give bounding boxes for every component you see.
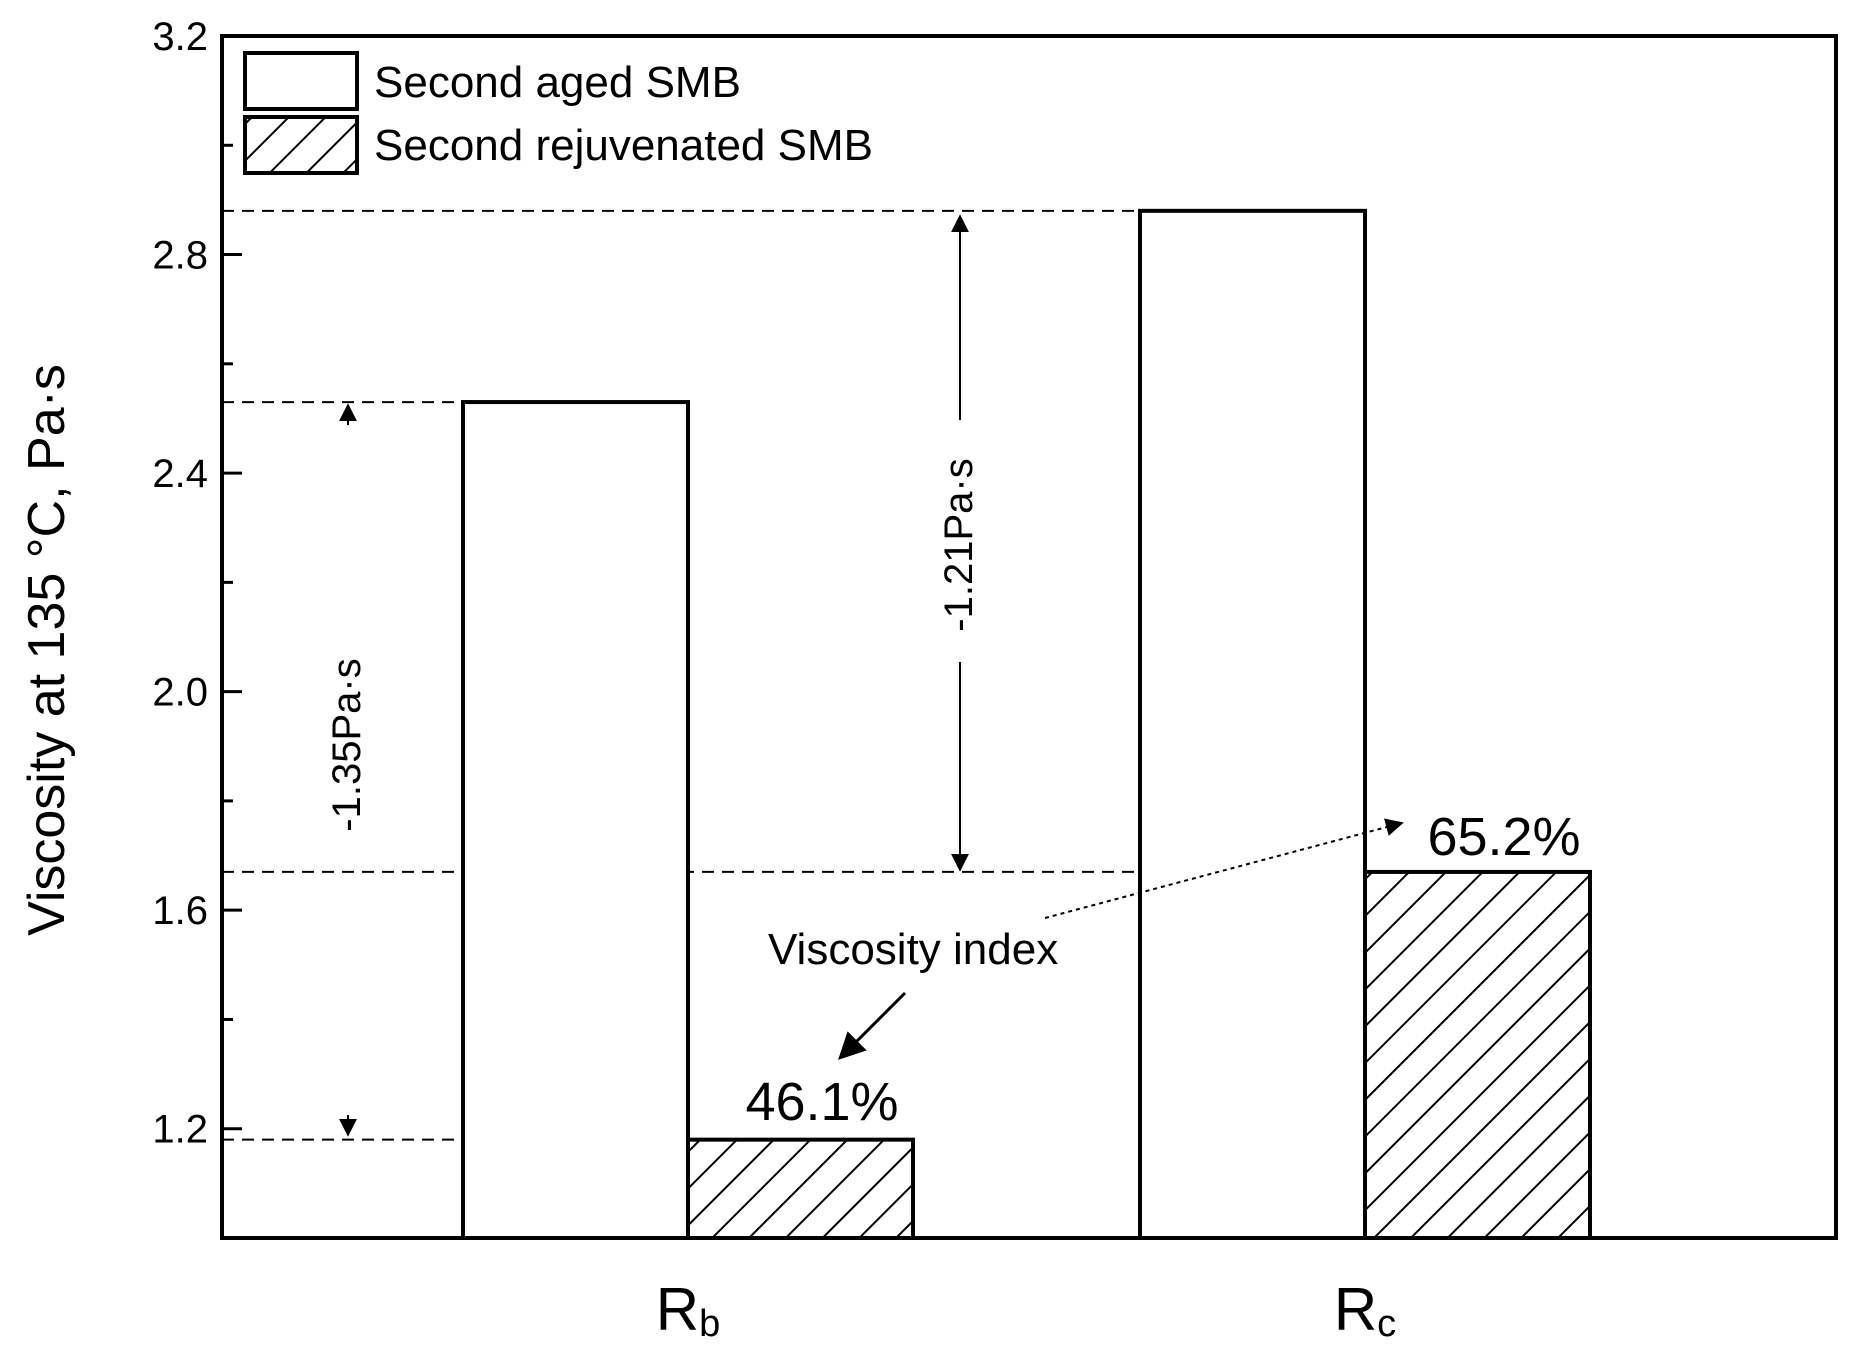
viscosity-index-arrow-rb xyxy=(838,991,907,1060)
drop-label-rc: -1.21Pa·s xyxy=(937,458,981,631)
bar-aged-rc xyxy=(1138,208,1367,1241)
y-tick-label: 2.8 xyxy=(152,234,208,278)
category-main: R xyxy=(1334,1276,1377,1343)
category-subscript: b xyxy=(699,1303,720,1345)
y-axis-title: Viscosity at 135 °C, Pa·s xyxy=(18,364,76,936)
legend-swatch-aged xyxy=(243,51,359,111)
y-tick-label: 3.2 xyxy=(152,15,208,59)
legend-label-rejuvenated: Second rejuvenated SMB xyxy=(374,121,873,170)
y-tick-label: 1.2 xyxy=(152,1108,208,1152)
legend: Second aged SMB Second rejuvenated SMB xyxy=(243,51,873,175)
drop-label-rb: -1.35Pa·s xyxy=(325,658,369,831)
category-label-rb: Rb xyxy=(656,1276,720,1345)
y-axis-ticks: 1.2 1.6 2.0 2.4 2.8 3.2 xyxy=(152,15,242,1152)
legend-swatch-rejuvenated xyxy=(243,115,359,175)
data-label-rb: 46.1% xyxy=(745,1072,898,1132)
plot-frame xyxy=(220,34,1838,1240)
category-subscript: c xyxy=(1377,1303,1396,1345)
bar-rejuvenated-rb xyxy=(686,1137,915,1240)
category-label-rc: Rc xyxy=(1334,1276,1396,1345)
viscosity-index-annotation: Viscosity index xyxy=(768,818,1404,1060)
y-tick-label: 2.0 xyxy=(152,671,208,715)
bar-rejuvenated-rc xyxy=(1363,869,1592,1240)
viscosity-index-label: Viscosity index xyxy=(768,925,1058,974)
bar-aged-rb xyxy=(461,400,690,1240)
category-labels: Rb Rc xyxy=(656,1276,1396,1345)
viscosity-index-arrow-rc xyxy=(1044,818,1404,919)
drop-annotation-rc: -1.21Pa·s xyxy=(937,214,981,872)
drop-annotation-rb: -1.35Pa·s xyxy=(325,403,369,1137)
category-main: R xyxy=(656,1276,699,1343)
data-label-rc: 65.2% xyxy=(1427,807,1580,867)
legend-label-aged: Second aged SMB xyxy=(374,58,741,107)
y-tick-label: 2.4 xyxy=(152,452,208,496)
y-tick-label: 1.6 xyxy=(152,889,208,933)
